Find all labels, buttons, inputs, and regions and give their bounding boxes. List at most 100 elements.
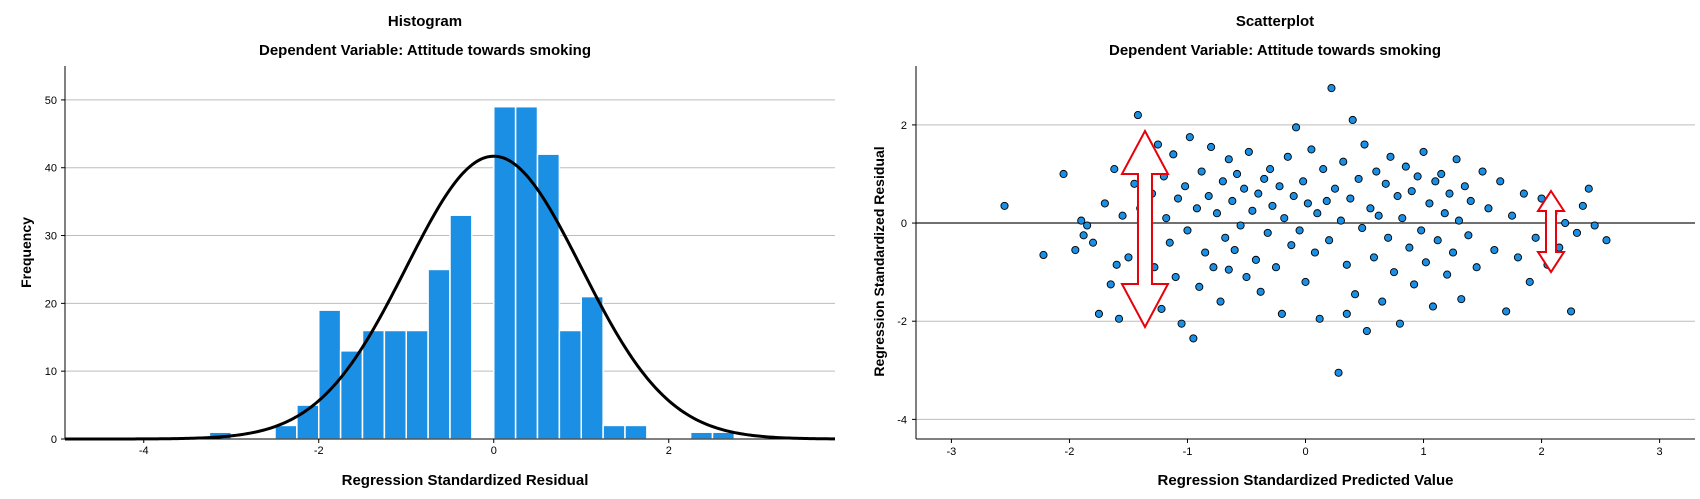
scatter-point: [1212, 209, 1222, 218]
scatter-point: [1248, 206, 1257, 215]
scatter-point: [1433, 236, 1442, 245]
scatter-point: [1301, 277, 1310, 286]
scatter-point: [1327, 84, 1336, 93]
scatter-point: [1372, 167, 1381, 176]
scatter-point: [1428, 302, 1438, 311]
scatter-point: [1077, 216, 1086, 225]
scatter-point: [1195, 282, 1204, 291]
y-tick-label: 10: [45, 366, 57, 378]
scatter-point: [1445, 189, 1454, 198]
histogram-bar: [580, 295, 604, 440]
scatter-point: [1303, 199, 1312, 208]
scatter-point: [1254, 189, 1263, 198]
scatter-point: [1346, 194, 1355, 203]
scatter-point: [1369, 253, 1379, 262]
scatter-point: [1224, 265, 1233, 274]
scatter-point: [1315, 314, 1324, 323]
scatter-point: [1567, 307, 1576, 316]
scatter-point: [1177, 319, 1186, 328]
scatter-point: [1342, 260, 1351, 269]
scatter-point: [1224, 155, 1233, 164]
scatter-point: [1221, 233, 1230, 242]
scatter-point: [1310, 248, 1319, 257]
scatter-point: [1232, 169, 1242, 179]
x-tick-label: -3: [947, 446, 957, 458]
scatter-point: [1292, 123, 1301, 132]
scatter-point: [1578, 201, 1587, 210]
scatter-point: [1275, 182, 1284, 191]
scatter-point: [1384, 233, 1393, 242]
scatter-point: [1395, 319, 1404, 328]
scatter-point: [1457, 295, 1466, 304]
scatter-point: [1351, 290, 1360, 299]
scatter-point: [1094, 309, 1103, 318]
scatter-point: [1431, 177, 1440, 186]
scatter-point: [1413, 172, 1422, 181]
scatter-point: [1162, 214, 1171, 223]
scatter-point: [1386, 152, 1395, 161]
histogram-bar: [318, 309, 342, 440]
scatter-point: [1358, 223, 1367, 233]
scatter-point: [1112, 260, 1121, 269]
x-tick-label: 3: [1657, 446, 1663, 458]
scatter-point: [1242, 272, 1251, 282]
scatter-point: [1336, 216, 1345, 225]
scatter-point: [1313, 209, 1322, 218]
scatter-point: [1496, 177, 1505, 186]
scatter-point: [1508, 211, 1517, 220]
scatter-point: [1466, 196, 1475, 206]
scatter-point: [1071, 245, 1080, 255]
histogram-bar: [361, 329, 386, 440]
scatter-point: [1295, 226, 1304, 235]
scatter-point: [1464, 231, 1473, 240]
scatter-point: [1366, 204, 1375, 213]
scatter-point: [1425, 199, 1434, 208]
scatter-point: [1173, 194, 1183, 203]
y-axis-label: Regression Standardized Residual: [871, 146, 887, 376]
scatter-point: [1165, 238, 1174, 247]
scatter-point: [1256, 287, 1265, 296]
scatter-point: [1401, 162, 1410, 171]
scatter-point: [1381, 179, 1390, 188]
scatter-point: [1398, 214, 1407, 223]
scatter-point: [1181, 182, 1190, 191]
y-tick-label: 20: [45, 298, 57, 310]
scatter-point: [1421, 258, 1430, 267]
histogram-bar: [558, 329, 582, 440]
histogram-bar: [689, 431, 714, 440]
scatter-point: [1419, 147, 1428, 156]
scatter-point: [1271, 263, 1281, 272]
scatter-point: [1334, 368, 1343, 377]
y-axis-label: Frequency: [18, 217, 34, 288]
red-double-arrow-right: [1536, 189, 1566, 274]
scatter-point: [1079, 231, 1088, 240]
scatterplot-plot: -4 -2 0 2 -3 -2 -1 0 1 2 3 Regression Standardized …: [871, 66, 1695, 489]
scatter-point: [1000, 201, 1009, 210]
scatter-point: [1260, 174, 1269, 183]
scatter-point: [1440, 209, 1449, 218]
x-tick-label: 1: [1420, 446, 1426, 458]
scatterplot-subtitle: Dependent Variable: Attitude towards smo…: [1109, 42, 1441, 59]
scatter-point: [1410, 280, 1419, 289]
scatter-point: [1362, 326, 1371, 336]
scatter-point: [1201, 248, 1210, 257]
scatter-point: [1437, 169, 1446, 179]
scatter-point: [1602, 236, 1611, 245]
scatter-point: [1393, 192, 1402, 201]
scatter-point: [1218, 177, 1227, 186]
histogram-bar: [274, 424, 298, 440]
scatter-point: [1106, 280, 1115, 289]
scatter-point: [1490, 245, 1499, 255]
scatter-point: [1299, 177, 1308, 186]
scatter-point: [1114, 314, 1124, 323]
scatter-point: [1185, 133, 1194, 142]
scatter-point: [1443, 270, 1452, 279]
scatter-point: [1277, 309, 1286, 318]
scatter-point: [1236, 221, 1245, 230]
scatter-point: [1209, 263, 1218, 272]
histogram-bar: [602, 424, 626, 440]
scatter-point: [1118, 211, 1127, 220]
y-tick-label: 50: [45, 95, 57, 107]
scatter-point: [1472, 263, 1481, 272]
normal-curve: [65, 154, 836, 441]
